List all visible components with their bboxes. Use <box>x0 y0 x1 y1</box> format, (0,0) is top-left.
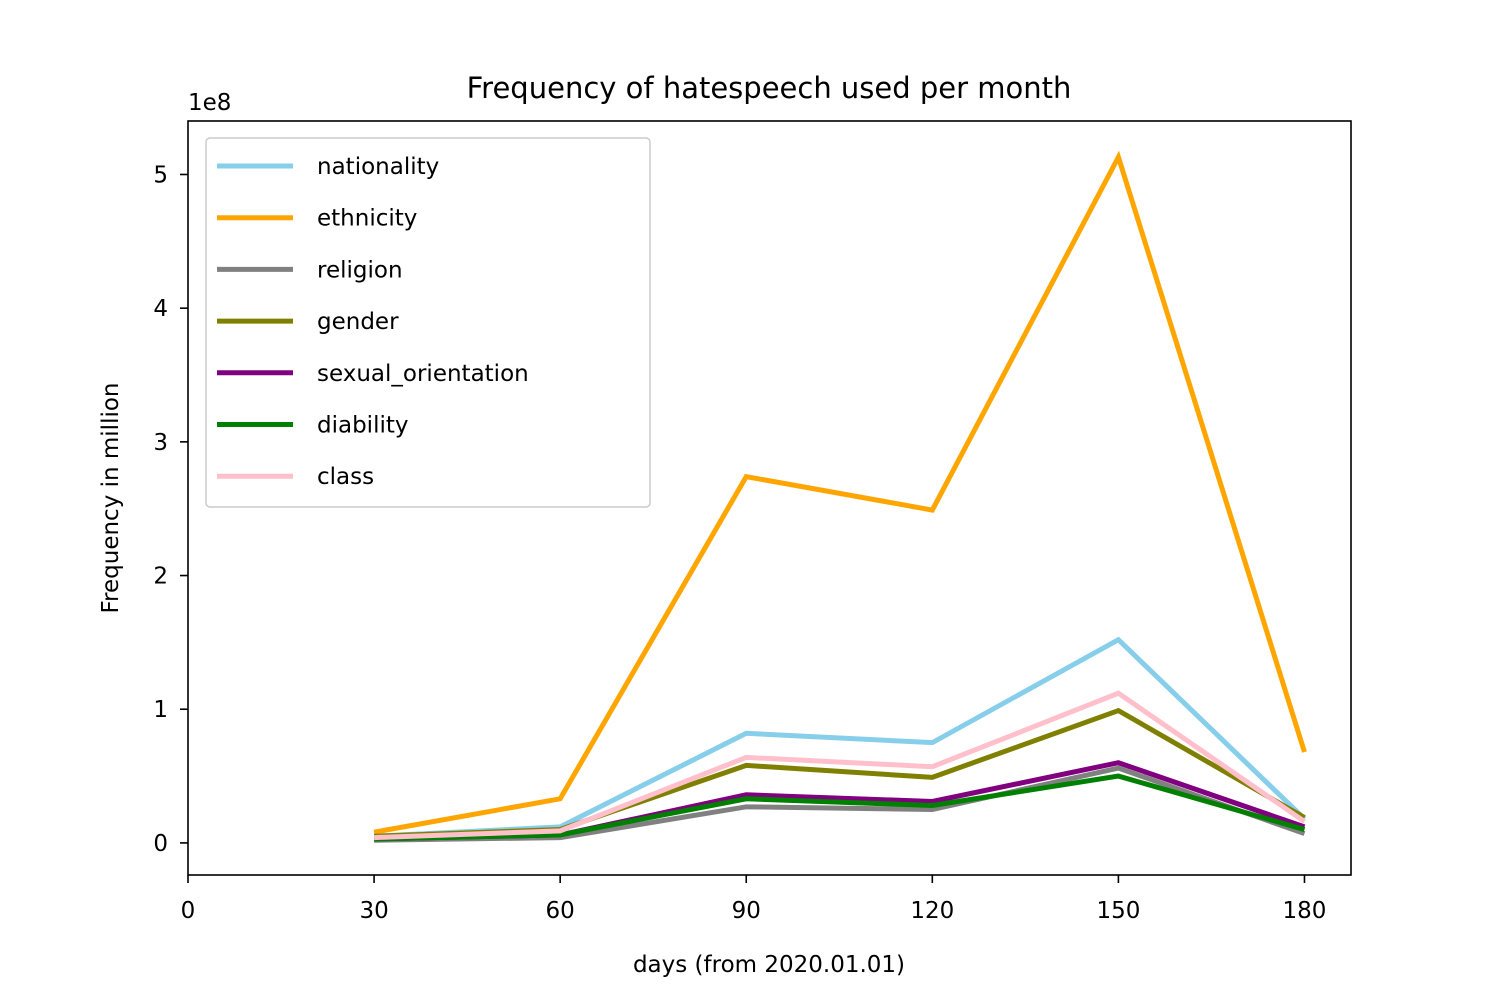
series-line-diability <box>374 773 1306 842</box>
legend-label: class <box>317 464 374 490</box>
series-layer <box>373 150 1307 843</box>
x-tick-label: 90 <box>732 898 761 924</box>
chart-title: Frequency of hatespeech used per month <box>467 71 1072 105</box>
x-tick-label: 0 <box>181 898 196 924</box>
y-tick-label: 3 <box>153 430 168 456</box>
y-axis: 0 1 2 3 4 5 <box>153 162 188 857</box>
x-axis: 0 30 60 90 120 150 180 <box>181 875 1327 924</box>
y-tick-label: 2 <box>153 564 168 590</box>
y-tick-label: 5 <box>153 162 168 188</box>
legend-label: gender <box>317 309 399 335</box>
legend-box <box>205 137 651 508</box>
y-scale-label: 1e8 <box>188 90 231 116</box>
x-tick-label: 60 <box>546 898 575 924</box>
legend-label: ethnicity <box>317 206 417 232</box>
legend-label: nationality <box>317 154 439 180</box>
plot-frame <box>187 120 1352 876</box>
y-tick-label: 4 <box>153 296 168 322</box>
series-line-ethnicity <box>373 150 1307 835</box>
legend-label: sexual_orientation <box>317 361 529 387</box>
y-tick-label: 0 <box>153 831 168 857</box>
legend-label: religion <box>317 257 403 283</box>
x-tick-label: 30 <box>359 898 388 924</box>
x-axis-label: days (from 2020.01.01) <box>633 952 905 978</box>
series-line-class <box>373 690 1306 841</box>
x-tick-label: 150 <box>1096 898 1140 924</box>
y-tick-label: 1 <box>153 697 168 723</box>
legend-label: diability <box>317 413 408 439</box>
y-axis-label: Frequency in million <box>98 382 124 613</box>
x-tick-label: 180 <box>1283 898 1327 924</box>
x-tick-label: 120 <box>910 898 954 924</box>
legend: nationality ethnicity religion gender sexual… <box>205 137 651 508</box>
